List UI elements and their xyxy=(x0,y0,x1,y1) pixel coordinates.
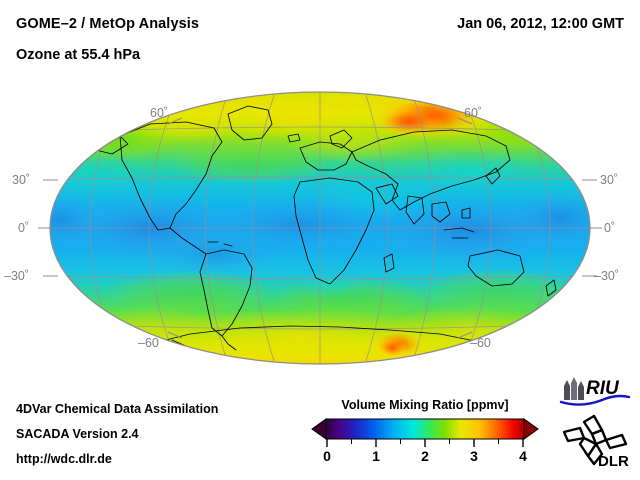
dlr-logo: DLR xyxy=(562,414,629,470)
riu-logo-text: RIU xyxy=(586,378,620,399)
riu-logo: RIU xyxy=(559,377,631,406)
colorbar-tick-3: 3 xyxy=(470,448,478,464)
footer-url-link[interactable]: http://wdc.dlr.de xyxy=(16,452,112,466)
lat-label-30n-left: 30˚ xyxy=(12,173,31,187)
dlr-logo-text: DLR xyxy=(598,453,629,470)
colorbar: Volume Mixing Ratio [ppmv] xyxy=(310,398,540,476)
colorbar-gradient xyxy=(325,418,525,440)
colorbar-ticks xyxy=(326,439,524,447)
colorbar-tick-4: 4 xyxy=(519,448,527,464)
lat-label-0-left: 0˚ xyxy=(18,221,30,235)
timestamp-label: Jan 06, 2012, 12:00 GMT xyxy=(457,16,624,32)
colorbar-scale xyxy=(311,418,539,447)
footer-assimilation-label: 4DVar Chemical Data Assimilation xyxy=(16,402,219,416)
lat-label-60s-right: ‒60 xyxy=(470,336,491,350)
lat-label-60n-left: 60˚ xyxy=(150,106,169,120)
colorbar-tick-0: 0 xyxy=(323,448,331,464)
colorbar-high-arrow xyxy=(523,418,539,440)
lat-label-60n-right: 60˚ xyxy=(464,106,483,120)
colorbar-tick-2: 2 xyxy=(421,448,429,464)
lat-label-30n-right: 30˚ xyxy=(600,173,619,187)
lat-label-60s-left: ‒60 xyxy=(138,336,159,350)
colorbar-low-arrow xyxy=(311,418,327,440)
dlr-mark-icon xyxy=(562,414,628,466)
lat-label-30s-left: ‒30˚ xyxy=(4,269,30,283)
lat-label-30s-right: ‒30˚ xyxy=(594,269,620,283)
colorbar-minor-ticks xyxy=(351,439,499,444)
footer-version-label: SACADA Version 2.4 xyxy=(16,427,139,441)
page-subtitle: Ozone at 55.4 hPa xyxy=(16,47,141,63)
colorbar-tick-1: 1 xyxy=(372,448,380,464)
riu-mark-icon xyxy=(564,377,584,400)
riu-swoosh-icon xyxy=(559,394,631,406)
coastlines xyxy=(91,105,557,351)
lat-label-0-right: 0˚ xyxy=(604,221,616,235)
latitude-ticks xyxy=(38,117,602,339)
page-title: GOME–2 / MetOp Analysis xyxy=(16,16,200,32)
colorbar-title: Volume Mixing Ratio [ppmv] xyxy=(341,398,509,412)
map-svg xyxy=(38,91,602,365)
ozone-map: 60˚ 60˚ 30˚ 30˚ 0˚ 0˚ ‒30˚ ‒30˚ ‒60 ‒60 xyxy=(0,78,640,378)
